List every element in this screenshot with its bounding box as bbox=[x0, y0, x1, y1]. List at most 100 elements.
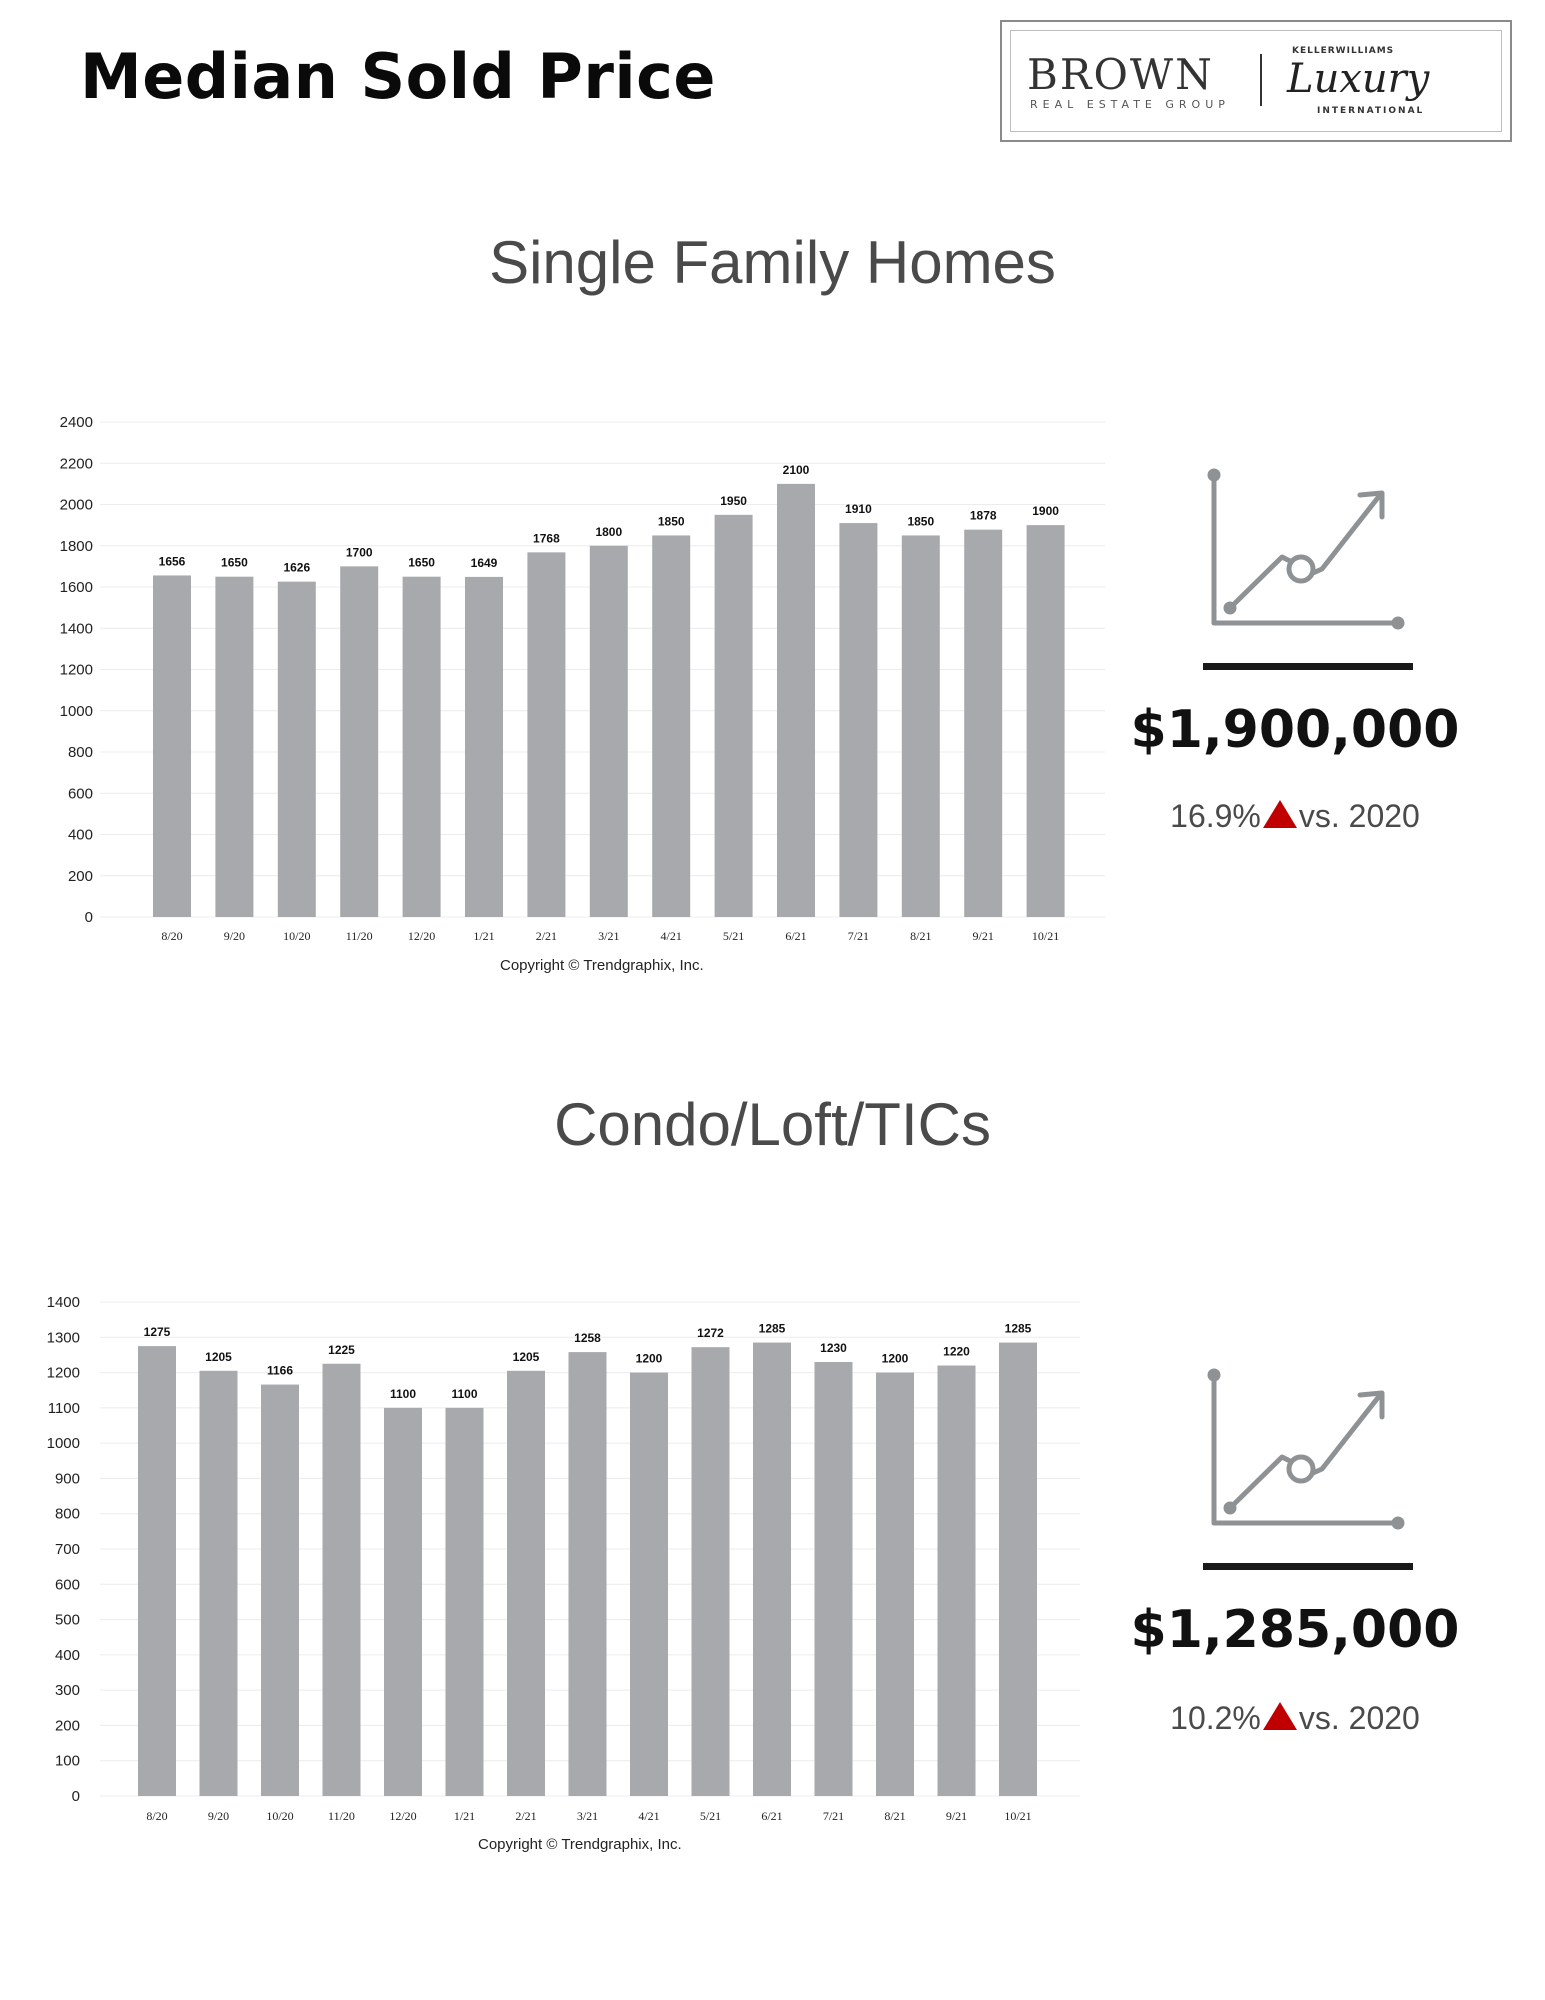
logo-frame bbox=[1010, 30, 1502, 132]
bar bbox=[199, 1370, 238, 1796]
x-tick-label: 8/20 bbox=[146, 1809, 167, 1823]
y-tick-label: 800 bbox=[68, 744, 93, 761]
data-label: 1878 bbox=[970, 509, 997, 523]
stat-change-single-family: 16.9% vs. 2020 bbox=[1110, 798, 1480, 835]
x-tick-label: 6/21 bbox=[785, 929, 806, 943]
y-tick-label: 1600 bbox=[60, 579, 93, 596]
x-tick-label: 2/21 bbox=[536, 929, 557, 943]
y-tick-label: 1300 bbox=[47, 1329, 80, 1346]
bar bbox=[402, 576, 441, 917]
condo-bar-chart: 0 100 200 300 400 500 600 700 800 900 1000 1100 1200… bbox=[47, 1294, 1080, 1823]
y-tick-label: 500 bbox=[55, 1612, 80, 1629]
x-tick-label: 8/21 bbox=[884, 1809, 905, 1823]
data-label: 1650 bbox=[408, 556, 435, 570]
section-title-single-family: Single Family Homes bbox=[489, 229, 1056, 296]
bar bbox=[652, 535, 691, 917]
x-tick-label: 11/20 bbox=[346, 929, 373, 943]
x-tick-label: 9/20 bbox=[208, 1809, 229, 1823]
data-label: 1910 bbox=[845, 502, 872, 516]
y-tick-label: 900 bbox=[55, 1470, 80, 1487]
brand-logo: BROWN REAL ESTATE GROUP KELLERWILLIAMS L… bbox=[1000, 20, 1512, 142]
data-label: 1258 bbox=[574, 1331, 601, 1345]
y-tick-label: 300 bbox=[55, 1682, 80, 1699]
chart-up-icon bbox=[1207, 468, 1405, 630]
data-label: 1900 bbox=[1032, 504, 1059, 518]
page-title: Median Sold Price bbox=[80, 40, 716, 113]
stat-suffix: vs. 2020 bbox=[1298, 1700, 1420, 1736]
data-label: 1285 bbox=[1005, 1322, 1032, 1336]
x-tick-label: 11/20 bbox=[328, 1809, 355, 1823]
stat-percent: 16.9% bbox=[1170, 798, 1261, 834]
y-tick-label: 0 bbox=[85, 909, 93, 926]
x-tick-label: 10/21 bbox=[1004, 1809, 1031, 1823]
bar bbox=[630, 1372, 668, 1796]
x-tick-label: 3/21 bbox=[598, 929, 619, 943]
y-tick-label: 1000 bbox=[60, 703, 93, 720]
bar bbox=[527, 552, 566, 917]
bar bbox=[901, 535, 940, 917]
x-tick-label: 4/21 bbox=[638, 1809, 659, 1823]
bar bbox=[777, 483, 815, 917]
logo-kw: KELLERWILLIAMS bbox=[1292, 46, 1395, 56]
data-label: 1225 bbox=[328, 1343, 355, 1357]
y-tick-label: 2400 bbox=[60, 414, 93, 431]
bar bbox=[964, 529, 1003, 917]
chart-up-icon bbox=[1207, 1368, 1405, 1530]
stat-change-condo: 10.2% vs. 2020 bbox=[1110, 1700, 1480, 1737]
bar bbox=[691, 1347, 730, 1796]
bar bbox=[937, 1365, 976, 1796]
data-label: 1656 bbox=[159, 554, 186, 568]
bar bbox=[568, 1352, 607, 1796]
data-label: 1100 bbox=[451, 1387, 477, 1401]
data-label: 1166 bbox=[267, 1364, 293, 1378]
data-label: 1205 bbox=[513, 1350, 540, 1364]
x-tick-label: 9/21 bbox=[946, 1809, 967, 1823]
x-tick-label: 12/20 bbox=[408, 929, 435, 943]
bar bbox=[753, 1342, 791, 1796]
up-arrow-icon bbox=[1262, 800, 1297, 828]
bar bbox=[507, 1370, 545, 1796]
y-tick-label: 800 bbox=[55, 1506, 80, 1523]
y-tick-label: 400 bbox=[55, 1647, 80, 1664]
bar bbox=[384, 1407, 422, 1796]
data-label: 1272 bbox=[697, 1326, 724, 1340]
stat-suffix: vs. 2020 bbox=[1298, 798, 1420, 834]
single-family-bar-chart: 0 200 400 600 800 1000 1200 1400 1600 1800 2000 220… bbox=[60, 414, 1105, 943]
up-arrow-icon bbox=[1262, 1702, 1297, 1730]
copyright-condo: Copyright © Trendgraphix, Inc. bbox=[478, 1836, 682, 1853]
bar bbox=[814, 1361, 853, 1796]
data-label: 1100 bbox=[390, 1387, 416, 1401]
x-tick-label: 10/21 bbox=[1032, 929, 1059, 943]
x-tick-label: 3/21 bbox=[577, 1809, 598, 1823]
logo-intl: INTERNATIONAL bbox=[1317, 106, 1425, 116]
y-tick-label: 1200 bbox=[60, 662, 93, 679]
bar bbox=[277, 581, 316, 917]
x-tick-label: 12/20 bbox=[389, 1809, 416, 1823]
x-tick-label: 5/21 bbox=[723, 929, 744, 943]
stat-percent: 10.2% bbox=[1170, 1700, 1261, 1736]
logo-luxury: Luxury bbox=[1287, 56, 1430, 102]
x-tick-label: 1/21 bbox=[454, 1809, 475, 1823]
x-tick-label: 10/20 bbox=[266, 1809, 293, 1823]
x-tick-label: 7/21 bbox=[848, 929, 869, 943]
data-label: 1200 bbox=[882, 1352, 909, 1366]
y-tick-label: 600 bbox=[68, 785, 93, 802]
y-tick-label: 2200 bbox=[60, 455, 93, 472]
y-tick-label: 200 bbox=[68, 868, 93, 885]
x-tick-label: 10/20 bbox=[283, 929, 310, 943]
bar bbox=[445, 1407, 484, 1796]
y-tick-label: 1200 bbox=[47, 1365, 80, 1382]
y-tick-label: 200 bbox=[55, 1717, 80, 1734]
bar bbox=[839, 523, 878, 917]
data-label: 1850 bbox=[658, 514, 685, 528]
y-tick-label: 400 bbox=[68, 827, 93, 844]
y-tick-label: 0 bbox=[72, 1788, 80, 1805]
x-tick-label: 7/21 bbox=[823, 1809, 844, 1823]
x-tick-label: 6/21 bbox=[761, 1809, 782, 1823]
bar bbox=[1026, 525, 1065, 917]
y-tick-label: 1000 bbox=[47, 1435, 80, 1452]
y-tick-label: 1100 bbox=[48, 1400, 80, 1417]
data-label: 1205 bbox=[205, 1350, 232, 1364]
data-label: 1850 bbox=[907, 514, 934, 528]
y-tick-label: 1400 bbox=[60, 620, 93, 637]
